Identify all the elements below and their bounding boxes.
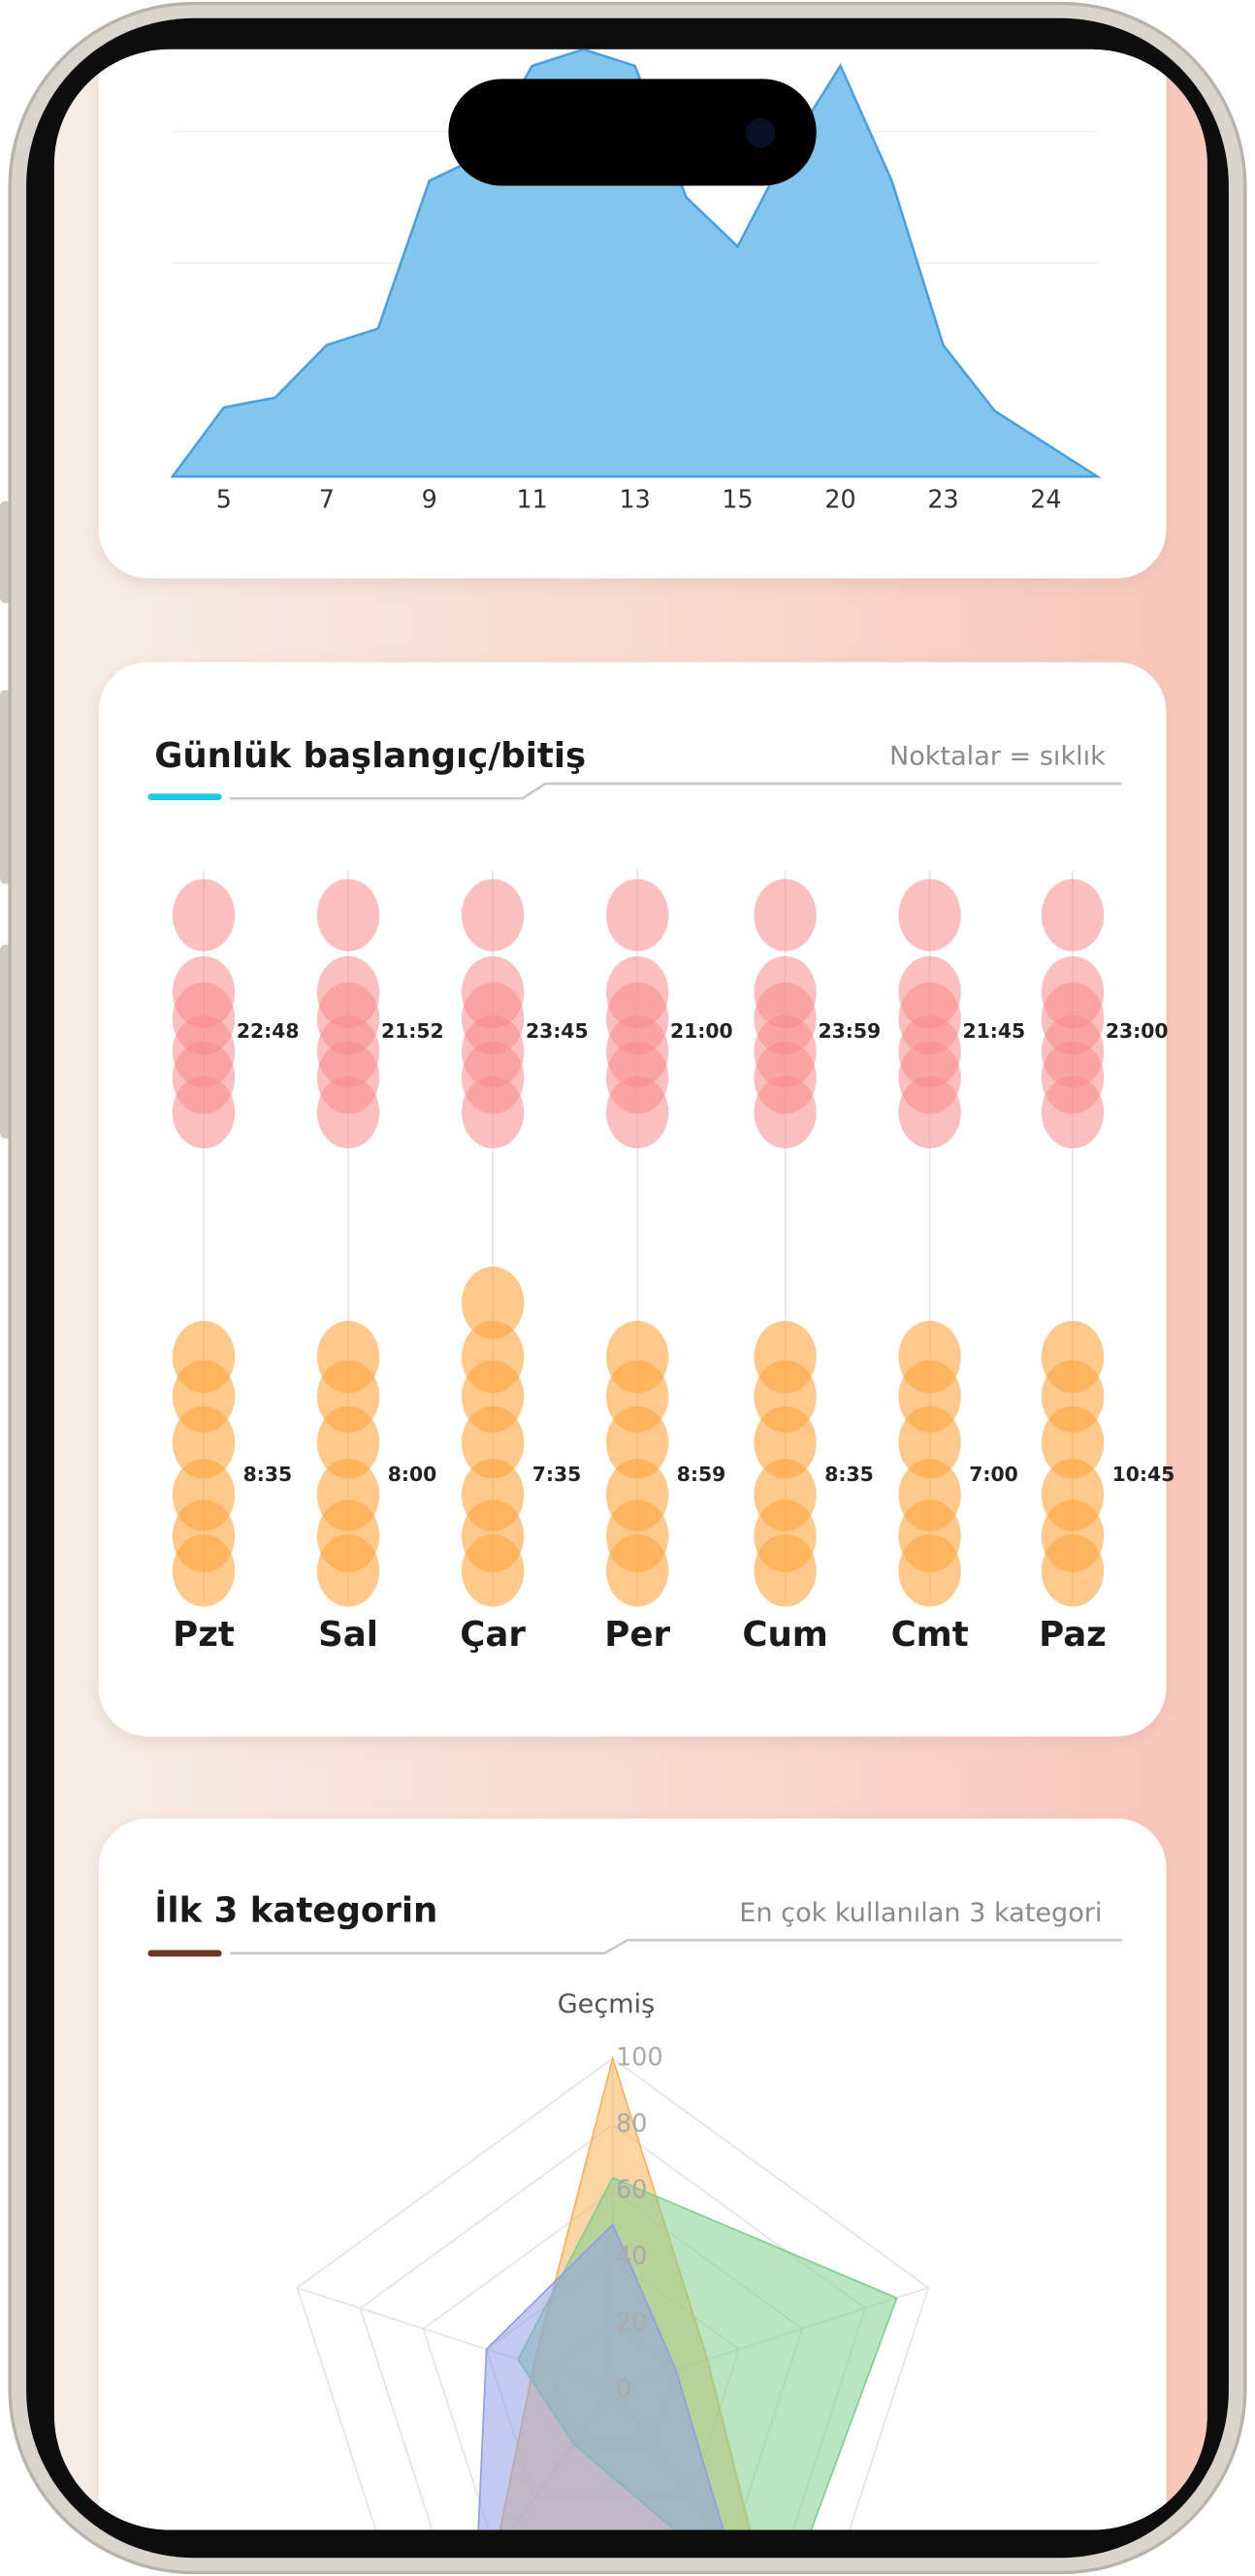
start-dot — [898, 1534, 961, 1607]
day-label: Pzt — [173, 1615, 235, 1655]
x-tick-label: 24 — [1030, 485, 1061, 514]
x-tick-label: 20 — [824, 485, 855, 514]
start-dot — [172, 1534, 236, 1607]
day-label: Per — [604, 1615, 670, 1655]
start-dot — [461, 1266, 525, 1339]
start-dot — [605, 1534, 669, 1607]
r-tick-label: 0 — [616, 2373, 631, 2402]
r-tick-label: 60 — [616, 2174, 647, 2204]
r-tick-label: 20 — [616, 2307, 647, 2336]
x-tick-label: 5 — [216, 485, 232, 514]
start-time-label: 8:00 — [388, 1463, 437, 1486]
end-dot — [461, 1076, 525, 1149]
axis-label: Geçmiş — [558, 1989, 656, 2019]
r-tick-label: 80 — [616, 2109, 647, 2138]
accent-bar — [147, 793, 222, 800]
radar-area — [475, 2222, 731, 2530]
screen: Günlük başlangıç/bitiş Noktalar = sıklık… — [98, 48, 1175, 2530]
start-dot — [605, 1405, 669, 1479]
end-dot — [461, 879, 525, 951]
card-subtitle: En çok kullanılan 3 kategori — [739, 1898, 1102, 1928]
accent-bar — [147, 1949, 222, 1957]
start-time-label: 8:35 — [824, 1463, 874, 1486]
start-time-label: 7:00 — [969, 1463, 1018, 1486]
start-dot — [1041, 1405, 1105, 1479]
start-dot — [754, 1405, 817, 1479]
camera — [745, 118, 776, 148]
r-tick-label: 100 — [616, 2042, 662, 2071]
card-subtitle: Noktalar = sıklık — [889, 741, 1106, 771]
end-time-label: 21:45 — [963, 1019, 1026, 1043]
start-dot — [461, 1534, 525, 1607]
end-dot — [1041, 1076, 1105, 1149]
divider — [230, 782, 1122, 800]
x-tick-label: 7 — [319, 485, 335, 514]
day-label: Cum — [742, 1615, 827, 1655]
end-dot — [316, 879, 380, 951]
day-label: Çar — [460, 1615, 526, 1655]
start-dot — [172, 1405, 236, 1479]
start-dot — [316, 1405, 380, 1479]
end-dot — [605, 1076, 669, 1149]
divider — [230, 1939, 1122, 1955]
card-title: Günlük başlangıç/bitiş — [154, 736, 586, 776]
end-dot — [898, 879, 961, 951]
end-dot — [898, 1076, 961, 1149]
end-dot — [754, 1076, 817, 1149]
day-label: Paz — [1039, 1615, 1107, 1655]
x-tick-label: 15 — [722, 485, 753, 514]
grid-ring — [296, 2057, 930, 2530]
x-tick-label: 13 — [619, 485, 650, 514]
end-time-label: 23:00 — [1106, 1019, 1169, 1043]
end-dot — [605, 879, 669, 951]
start-time-label: 8:59 — [677, 1463, 726, 1486]
end-time-label: 23:45 — [526, 1019, 589, 1043]
end-dot — [316, 1076, 380, 1149]
start-dot — [898, 1405, 961, 1479]
end-time-label: 21:00 — [670, 1019, 733, 1043]
start-time-label: 7:35 — [532, 1463, 582, 1486]
day-label: Sal — [318, 1615, 378, 1655]
end-time-label: 22:48 — [237, 1019, 300, 1043]
r-tick-label: 40 — [616, 2241, 647, 2270]
start-dot — [754, 1534, 817, 1607]
start-dot — [316, 1534, 380, 1607]
start-time-label: 10:45 — [1112, 1463, 1175, 1486]
end-time-label: 21:52 — [381, 1019, 444, 1043]
day-label: Cmt — [891, 1615, 969, 1655]
dynamic-island — [448, 79, 817, 186]
end-dot — [754, 879, 817, 951]
card-title: İlk 3 kategorin — [154, 1890, 437, 1931]
end-dot — [172, 879, 236, 951]
x-tick-label: 9 — [422, 485, 437, 514]
start-dot — [461, 1405, 525, 1479]
end-time-label: 23:59 — [818, 1019, 881, 1043]
start-dot — [1041, 1534, 1105, 1607]
start-time-label: 8:35 — [243, 1463, 293, 1486]
end-dot — [172, 1076, 236, 1149]
x-tick-label: 23 — [927, 485, 958, 514]
x-tick-label: 11 — [517, 485, 548, 514]
end-dot — [1041, 879, 1105, 951]
